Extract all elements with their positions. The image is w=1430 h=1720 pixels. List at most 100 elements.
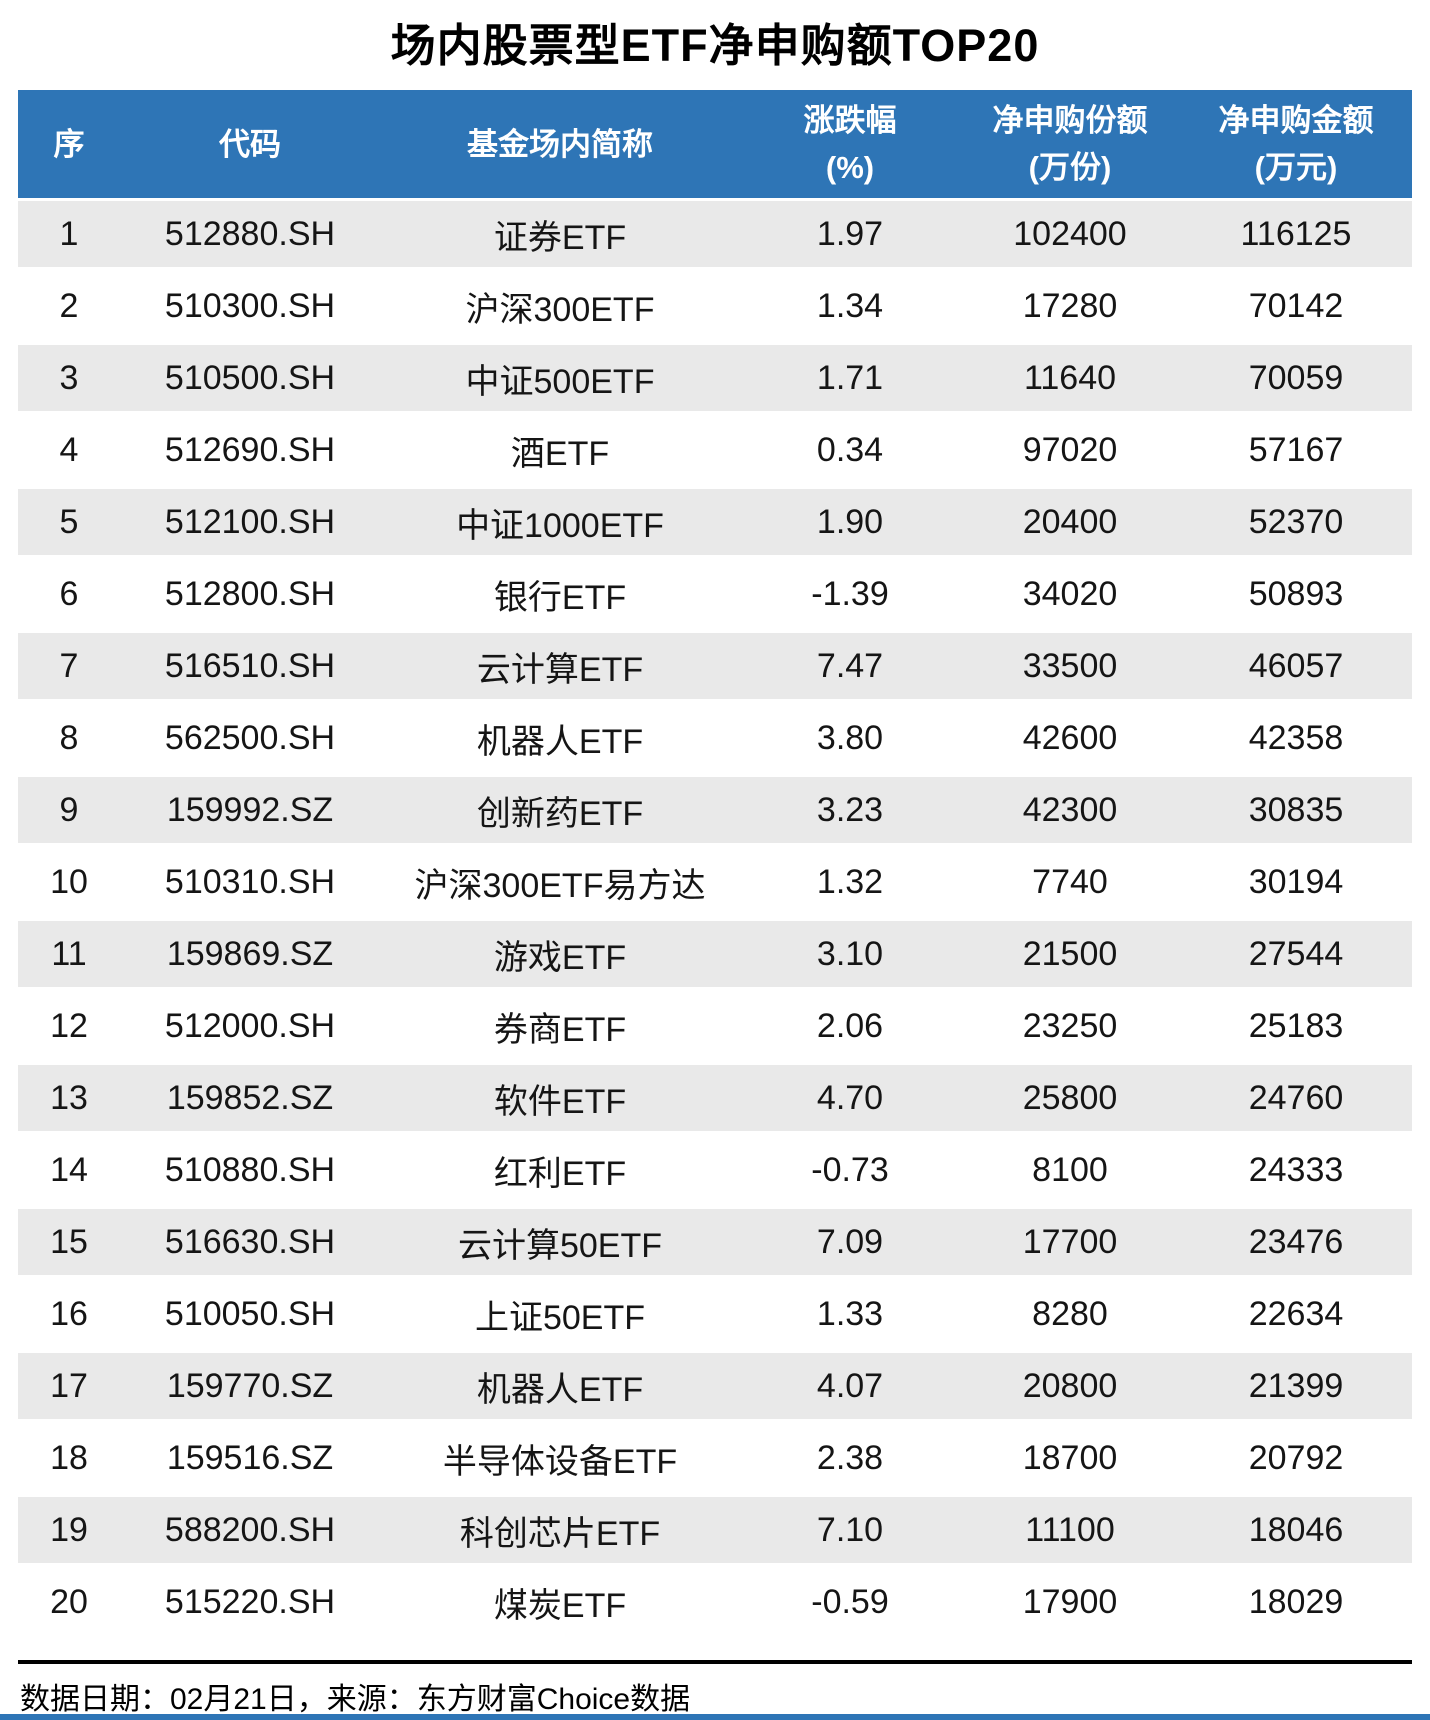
cell-net-amount: 70059 (1180, 342, 1412, 414)
table-row: 18 159516.SZ 半导体设备ETF 2.38 18700 20792 (18, 1422, 1412, 1494)
cell-change: 1.97 (740, 198, 960, 270)
cell-net-shares: 20400 (960, 486, 1180, 558)
cell-change: -1.39 (811, 574, 889, 613)
cell-code: 512100.SH (120, 486, 380, 558)
cell-name: 中证1000ETF (380, 486, 740, 558)
cell-name: 酒ETF (510, 434, 610, 473)
table-row: 7 516510.SH 云计算ETF 7.47 33500 46057 (18, 630, 1412, 702)
cell-code: 159770.SZ (120, 1350, 380, 1422)
col-header-name: 基金场内简称 (380, 90, 740, 198)
cell-change: 3.23 (740, 774, 960, 846)
cell-change: 7.10 (740, 1494, 960, 1566)
cell-net-amount: 23476 (1180, 1206, 1412, 1278)
cell-net-amount: 18046 (1180, 1494, 1412, 1566)
cell-net-amount: 70142 (1248, 286, 1344, 325)
cell-net-amount: 25183 (1248, 1006, 1344, 1045)
col-header-change-unit: (%) (825, 150, 875, 185)
table-row: 20 515220.SH 煤炭ETF -0.59 17900 18029 (18, 1566, 1412, 1638)
cell-net-amount: 24760 (1180, 1062, 1412, 1134)
cell-net-shares: 17280 (1022, 286, 1118, 325)
col-header-net-amount-unit: (万元) (1254, 150, 1338, 185)
col-header-name-label: 基金场内简称 (467, 126, 653, 162)
cell-name: 机器人ETF (476, 722, 644, 761)
cell-net-amount: 21399 (1180, 1350, 1412, 1422)
etf-table-body: 1 512880.SH 证券ETF 1.97 102400 116125 2 510300.S… (18, 198, 1412, 1638)
cell-code: 515220.SH (164, 1582, 336, 1621)
cell-change: 1.34 (816, 286, 884, 325)
cell-code: 159869.SZ (120, 918, 380, 990)
cell-net-amount: 116125 (1180, 198, 1412, 270)
cell-net-amount: 42358 (1248, 718, 1344, 757)
cell-net-amount: 22634 (1248, 1294, 1344, 1333)
cell-rank: 4 (59, 430, 79, 469)
cell-rank: 13 (18, 1062, 120, 1134)
cell-rank: 16 (50, 1294, 88, 1333)
cell-name: 沪深300ETF易方达 (414, 866, 706, 905)
page-title: 场内股票型ETF净申购额TOP20 (390, 20, 1040, 71)
cell-rank: 1 (18, 198, 120, 270)
cell-name: 机器人ETF (380, 1350, 740, 1422)
cell-code: 512000.SH (164, 1006, 336, 1045)
table-row: 17 159770.SZ 机器人ETF 4.07 20800 21399 (18, 1350, 1412, 1422)
cell-change: 7.09 (740, 1206, 960, 1278)
cell-code: 512690.SH (164, 430, 336, 469)
cell-net-amount: 30835 (1180, 774, 1412, 846)
cell-net-shares: 42300 (960, 774, 1180, 846)
cell-net-shares: 17900 (1022, 1582, 1118, 1621)
cell-change: 7.47 (740, 630, 960, 702)
table-row: 14 510880.SH 红利ETF -0.73 8100 24333 (18, 1134, 1412, 1206)
cell-net-amount: 57167 (1248, 430, 1344, 469)
cell-name: 煤炭ETF (493, 1586, 627, 1625)
col-header-net-amount-label: 净申购金额 (1218, 103, 1374, 138)
cell-rank: 20 (50, 1582, 88, 1621)
cell-rank: 18 (50, 1438, 88, 1477)
table-row: 8 562500.SH 机器人ETF 3.80 42600 42358 (18, 702, 1412, 774)
cell-rank: 11 (18, 918, 120, 990)
cell-net-shares: 97020 (1022, 430, 1118, 469)
cell-name: 云计算ETF (380, 630, 740, 702)
cell-name: 证券ETF (380, 198, 740, 270)
col-header-change-label: 涨跌幅 (803, 103, 897, 138)
cell-change: 4.07 (740, 1350, 960, 1422)
cell-name: 券商ETF (493, 1010, 627, 1049)
cell-rank: 10 (50, 862, 88, 901)
cell-change: 3.10 (740, 918, 960, 990)
col-header-net-shares-label: 净申购份额 (992, 103, 1148, 138)
cell-net-shares: 23250 (1022, 1006, 1118, 1045)
table-row: 4 512690.SH 酒ETF 0.34 97020 57167 (18, 414, 1412, 486)
cell-name: 科创芯片ETF (380, 1494, 740, 1566)
cell-change: 2.06 (816, 1006, 884, 1045)
cell-name: 红利ETF (493, 1154, 627, 1193)
table-row: 16 510050.SH 上证50ETF 1.33 8280 22634 (18, 1278, 1412, 1350)
cell-name: 沪深300ETF (465, 290, 655, 329)
table-row: 9 159992.SZ 创新药ETF 3.23 42300 30835 (18, 774, 1412, 846)
cell-net-amount: 18029 (1248, 1582, 1344, 1621)
cell-code: 512800.SH (164, 574, 336, 613)
cell-net-shares: 33500 (960, 630, 1180, 702)
cell-change: 4.70 (740, 1062, 960, 1134)
cell-name: 创新药ETF (380, 774, 740, 846)
cell-rank: 7 (18, 630, 120, 702)
cell-change: 0.34 (816, 430, 884, 469)
cell-net-shares: 11640 (960, 342, 1180, 414)
cell-net-amount: 20792 (1248, 1438, 1344, 1477)
cell-net-shares: 7740 (1032, 862, 1108, 901)
table-row: 13 159852.SZ 软件ETF 4.70 25800 24760 (18, 1062, 1412, 1134)
cell-net-shares: 25800 (960, 1062, 1180, 1134)
cell-code: 159992.SZ (120, 774, 380, 846)
cell-change: 1.90 (740, 486, 960, 558)
cell-code: 516630.SH (120, 1206, 380, 1278)
cell-code: 516510.SH (120, 630, 380, 702)
cell-change: 3.80 (816, 718, 884, 757)
cell-net-amount: 52370 (1180, 486, 1412, 558)
cell-code: 510050.SH (164, 1294, 336, 1333)
cell-name: 中证500ETF (380, 342, 740, 414)
cell-rank: 17 (18, 1350, 120, 1422)
cell-code: 510500.SH (120, 342, 380, 414)
table-row: 12 512000.SH 券商ETF 2.06 23250 25183 (18, 990, 1412, 1062)
etf-table: 序 代码 基金场内简称 涨跌幅 (%) 净申购份额 (万份) (18, 90, 1412, 1638)
cell-code: 510300.SH (164, 286, 336, 325)
cell-code: 512880.SH (120, 198, 380, 270)
table-row: 3 510500.SH 中证500ETF 1.71 11640 70059 (18, 342, 1412, 414)
cell-net-shares: 20800 (960, 1350, 1180, 1422)
